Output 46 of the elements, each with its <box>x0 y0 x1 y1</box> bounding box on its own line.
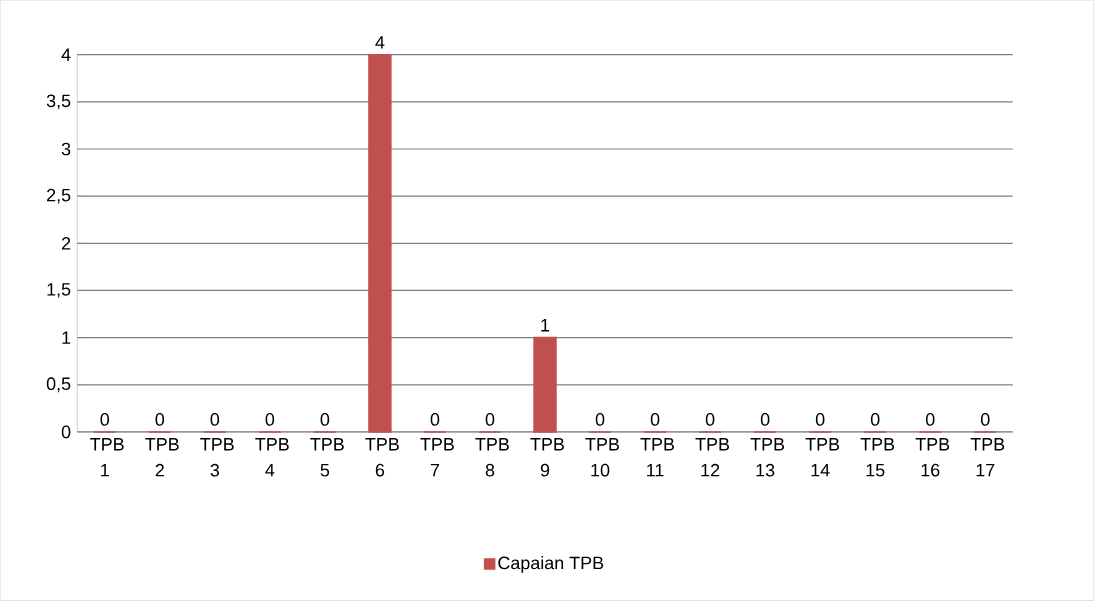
x-tick-label: TPB 5 <box>310 438 344 477</box>
data-label: 0 <box>155 413 165 426</box>
data-label: 1 <box>541 319 550 332</box>
data-label: 4 <box>375 36 385 49</box>
data-label: 0 <box>650 413 660 426</box>
x-tick-label: TPB 4 <box>255 438 289 477</box>
data-label: 0 <box>595 413 605 426</box>
data-label: 0 <box>980 413 990 426</box>
data-label: 0 <box>815 413 825 426</box>
y-tick-label: 3,5 <box>46 94 71 110</box>
data-label: 0 <box>320 413 330 426</box>
x-tick-label: TPB 17 <box>970 438 1005 477</box>
data-label: 0 <box>265 413 275 426</box>
bar <box>368 54 392 433</box>
x-tick-label: TPB 13 <box>750 438 785 477</box>
x-tick-label: TPB 6 <box>365 438 399 477</box>
y-tick-label: 4 <box>61 48 71 62</box>
x-tick-label: TPB 12 <box>695 438 730 477</box>
x-tick-label: TPB 2 <box>145 438 179 477</box>
x-tick-label: TPB 3 <box>200 438 234 477</box>
x-tick-label: TPB 10 <box>585 438 619 477</box>
y-tick-label: 2 <box>61 237 71 250</box>
y-tick-label: 0,5 <box>46 377 71 393</box>
y-tick-label: 2,5 <box>47 188 71 204</box>
x-tick-label: TPB 11 <box>640 438 675 477</box>
y-tick-label: 0 <box>61 425 71 439</box>
x-tick-label: TPB 8 <box>475 438 509 477</box>
x-tick-label: TPB 14 <box>805 438 840 477</box>
data-label: 0 <box>485 413 495 426</box>
x-tick-label: TPB 7 <box>420 438 454 477</box>
bar <box>533 337 557 433</box>
legend-label: Capaian TPB <box>498 556 604 573</box>
x-tick-label: TPB 1 <box>90 438 124 477</box>
y-tick-label: 1,5 <box>47 283 71 298</box>
data-label: 0 <box>925 413 935 426</box>
data-label: 0 <box>430 413 440 426</box>
x-tick-label: TPB 15 <box>860 438 895 477</box>
x-tick-label: TPB 9 <box>530 438 564 477</box>
data-label: 0 <box>760 413 770 426</box>
y-tick-label: 3 <box>61 142 71 156</box>
data-label: 0 <box>210 413 220 426</box>
data-label: 0 <box>100 413 110 426</box>
data-label: 0 <box>870 413 880 426</box>
data-label: 0 <box>705 413 715 426</box>
y-tick-label: 1 <box>62 331 71 344</box>
x-tick-label: TPB 16 <box>915 438 950 477</box>
